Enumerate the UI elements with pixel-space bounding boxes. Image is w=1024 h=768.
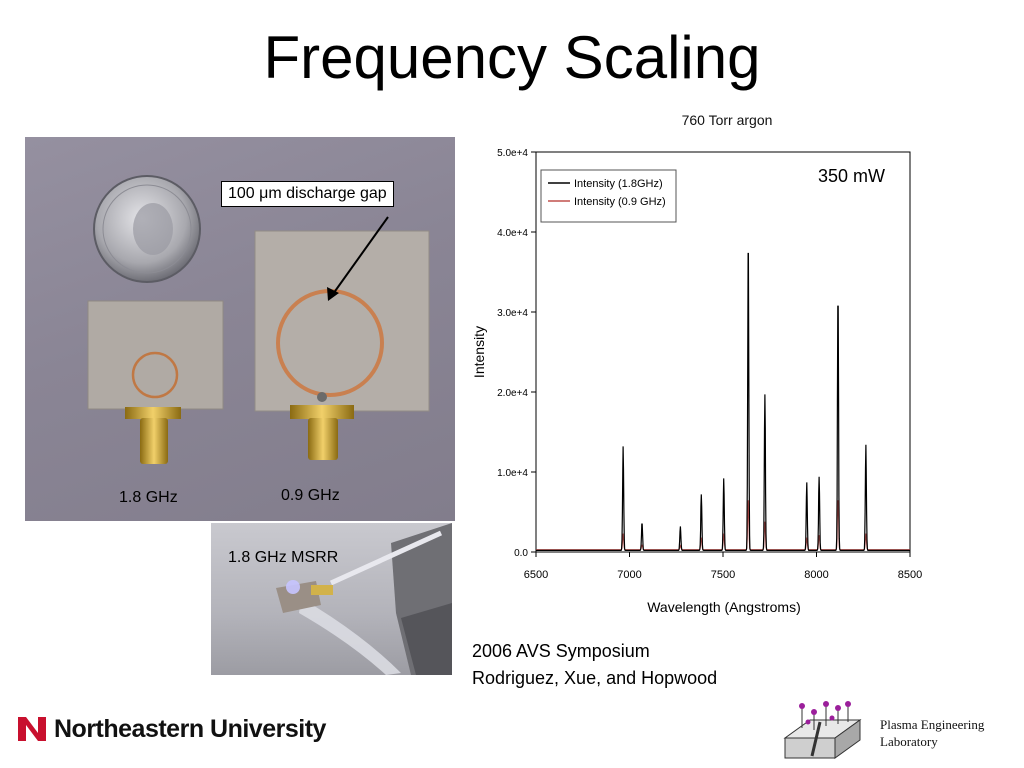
legend-label-0-9ghz: Intensity (0.9 GHz) — [574, 196, 666, 208]
label-0-9-ghz: 0.9 GHz — [281, 487, 340, 504]
x-tick-label: 7000 — [617, 569, 641, 581]
lab-name-line-2: Laboratory — [880, 734, 938, 749]
y-tick-label: 5.0e+4 — [497, 148, 528, 159]
chart-legend: Intensity (1.8GHz) Intensity (0.9 GHz) — [540, 169, 677, 223]
lab-name-line-1: Plasma Engineering — [880, 717, 985, 732]
citation-line-1: 2006 AVS Symposium — [472, 641, 650, 661]
msrr-photo-graphic — [276, 523, 452, 675]
y-axis-label: Intensity — [471, 326, 487, 378]
y-tick-label: 0.0 — [514, 548, 528, 559]
citation-line-2: Rodriguez, Xue, and Hopwood — [472, 668, 718, 688]
legend-label-1-8ghz: Intensity (1.8GHz) — [574, 178, 663, 190]
series-line-0 — [536, 252, 910, 551]
label-1-8-ghz: 1.8 GHz — [119, 489, 178, 506]
x-axis-label: Wavelength (Angstroms) — [647, 599, 801, 615]
x-tick-label: 7500 — [711, 569, 735, 581]
lab-name: Plasma Engineering Laboratory — [880, 716, 984, 750]
plasma-lab-logo: Plasma Engineering Laboratory — [780, 700, 1010, 762]
chart-title: 760 Torr argon — [682, 112, 773, 128]
y-tick-label: 2.0e+4 — [497, 388, 528, 399]
spectrum-chart-svg: 760 Torr argon 0.0 1.0e+4 2.0e+4 3.0e+4 4.0e… — [471, 112, 922, 615]
x-tick-label: 8500 — [898, 569, 922, 581]
y-tick-label: 3.0e+4 — [497, 308, 528, 319]
msrr-label: 1.8 GHz MSRR — [228, 549, 339, 566]
northeastern-logo: Northeastern University — [16, 713, 326, 745]
msrr-photo: 1.8 GHz MSRR — [211, 523, 452, 675]
spectrum-chart: 760 Torr argon 0.0 1.0e+4 2.0e+4 3.0e+4 4.0e… — [462, 100, 932, 625]
resonator-photo: 100 μm discharge gap 1.8 GHz 0.9 GHz — [25, 137, 455, 521]
slide-title: Frequency Scaling — [263, 24, 761, 91]
northeastern-n-icon — [18, 717, 46, 741]
university-name: Northeastern University — [54, 714, 326, 743]
x-tick-label: 6500 — [524, 569, 548, 581]
y-tick-label: 1.0e+4 — [497, 468, 528, 479]
y-tick-label: 4.0e+4 — [497, 228, 528, 239]
plasma-lab-icon — [783, 701, 862, 759]
discharge-gap-callout: 100 μm discharge gap — [221, 181, 394, 207]
citation: 2006 AVS Symposium Rodriguez, Xue, and H… — [472, 638, 717, 692]
resonator-photo-graphic — [87, 175, 430, 464]
x-tick-label: 8000 — [804, 569, 828, 581]
power-annotation: 350 mW — [818, 166, 885, 186]
